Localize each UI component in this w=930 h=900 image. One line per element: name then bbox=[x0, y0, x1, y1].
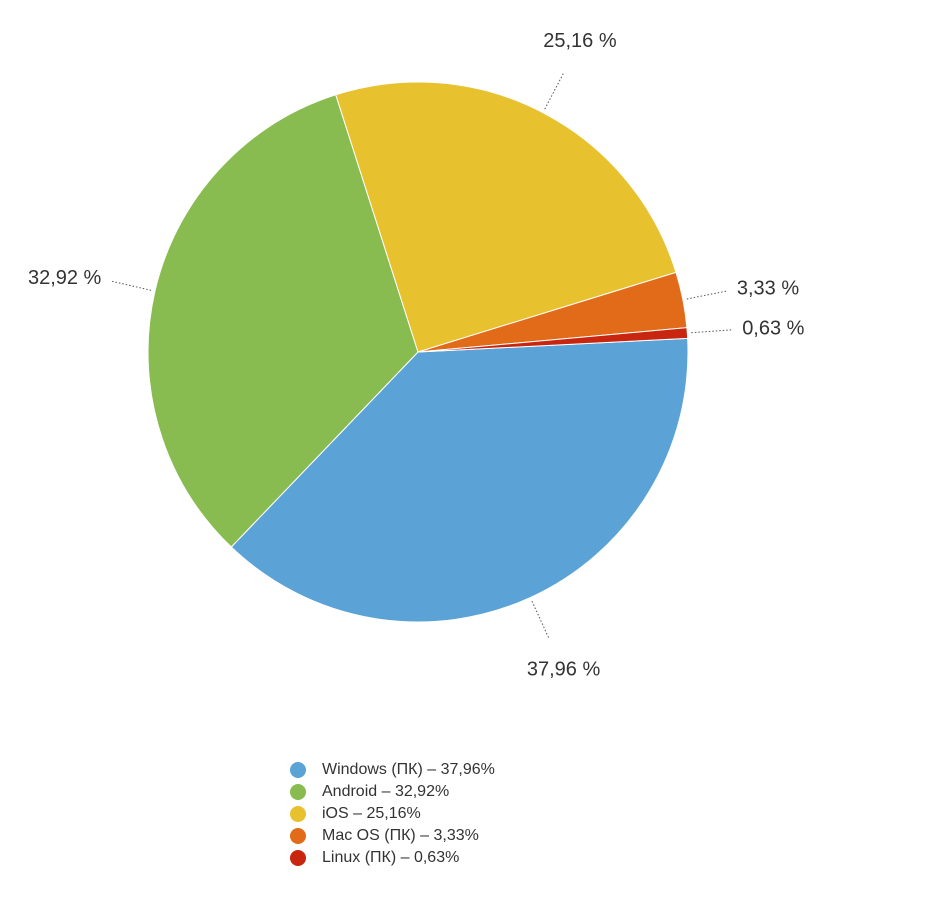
value-label: 0,63 % bbox=[742, 317, 804, 339]
pie-slice bbox=[147, 94, 419, 548]
leader-line bbox=[686, 290, 728, 300]
value-label: 37,96 % bbox=[527, 659, 601, 681]
pie-slice bbox=[417, 327, 689, 353]
value-label: 32,92 % bbox=[28, 267, 102, 289]
value-label: 25,16 % bbox=[543, 30, 617, 52]
legend-label: Android – 32,92% bbox=[322, 783, 449, 800]
leader-line bbox=[544, 72, 565, 110]
pie-slice bbox=[230, 337, 689, 623]
value-label: 3,33 % bbox=[737, 277, 799, 299]
leader-line bbox=[531, 600, 550, 639]
legend-label: iOS – 25,16% bbox=[322, 805, 421, 822]
legend-marker bbox=[290, 828, 306, 844]
legend-label: Mac OS (ПК) – 3,33% bbox=[322, 827, 479, 844]
legend-marker bbox=[290, 784, 306, 800]
legend-marker bbox=[290, 762, 306, 778]
legend-label: Windows (ПК) – 37,96% bbox=[322, 761, 495, 778]
legend-marker bbox=[290, 850, 306, 866]
legend-marker bbox=[290, 806, 306, 822]
pie-slice bbox=[335, 81, 677, 353]
leader-line bbox=[691, 329, 733, 334]
leader-line bbox=[110, 280, 152, 291]
legend-label: Linux (ПК) – 0,63% bbox=[322, 849, 459, 866]
